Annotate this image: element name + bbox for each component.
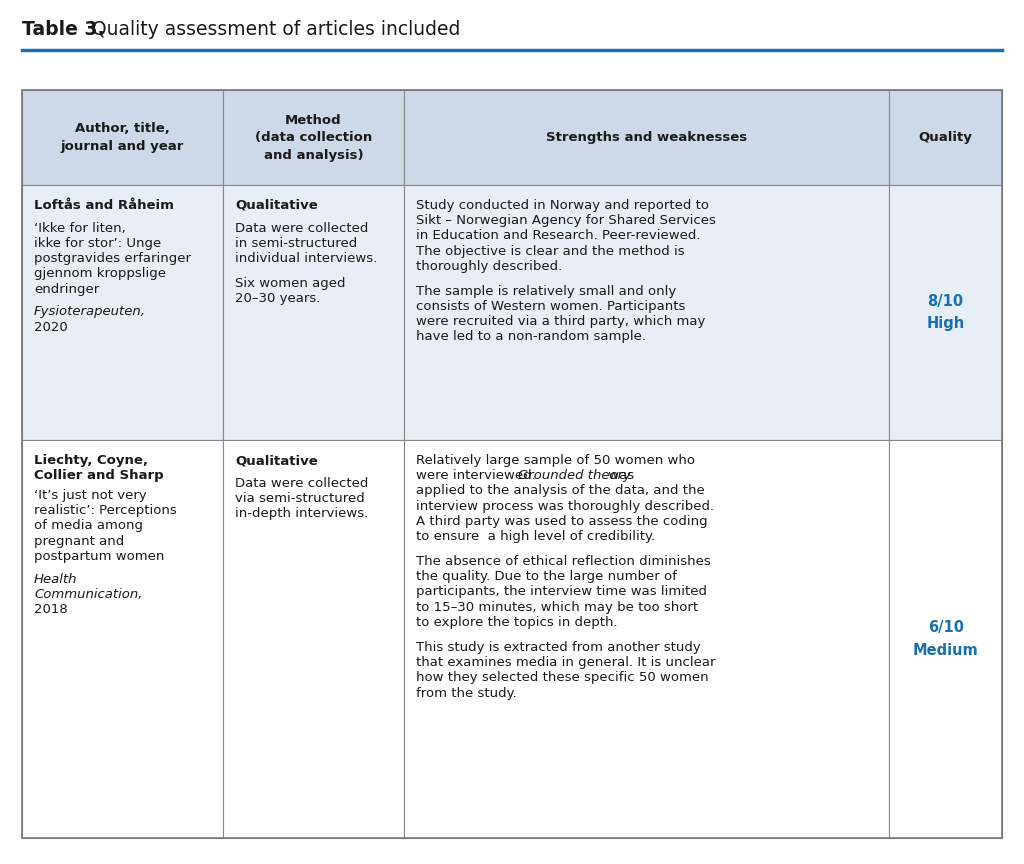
Text: Data were collected: Data were collected <box>234 222 369 235</box>
Bar <box>223 440 404 838</box>
Text: Six women aged: Six women aged <box>234 276 345 289</box>
Text: 2020: 2020 <box>34 321 68 334</box>
Text: gjennom kroppslige: gjennom kroppslige <box>34 267 166 281</box>
Text: postpartum women: postpartum women <box>34 550 165 562</box>
Text: ‘Ikke for liten,: ‘Ikke for liten, <box>34 222 126 235</box>
Bar <box>22 90 1002 838</box>
Text: The absence of ethical reflection diminishes: The absence of ethical reflection dimini… <box>416 555 711 569</box>
Text: have led to a non-random sample.: have led to a non-random sample. <box>416 330 646 344</box>
Text: was: was <box>604 469 634 482</box>
Text: Qualitative: Qualitative <box>234 199 317 212</box>
Text: that examines media in general. It is unclear: that examines media in general. It is un… <box>416 656 716 669</box>
Text: Liechty, Coyne,: Liechty, Coyne, <box>34 454 148 467</box>
Text: Loftås and Råheim: Loftås and Råheim <box>34 199 174 212</box>
Bar <box>404 185 889 440</box>
Text: 2018: 2018 <box>34 603 68 616</box>
Text: to 15–30 minutes, which may be too short: to 15–30 minutes, which may be too short <box>416 600 698 613</box>
Text: endringer: endringer <box>34 283 99 295</box>
Text: to ensure  a high level of credibility.: to ensure a high level of credibility. <box>416 530 655 543</box>
Bar <box>404 440 889 838</box>
Text: Table 3.: Table 3. <box>22 20 104 39</box>
Text: Study conducted in Norway and reported to: Study conducted in Norway and reported t… <box>416 199 710 212</box>
Text: ‘It’s just not very: ‘It’s just not very <box>34 489 146 502</box>
Text: consists of Western women. Participants: consists of Western women. Participants <box>416 300 686 313</box>
Text: of media among: of media among <box>34 519 143 532</box>
Bar <box>889 185 1002 440</box>
Text: interview process was thoroughly described.: interview process was thoroughly describ… <box>416 499 715 512</box>
Text: Quality: Quality <box>919 131 973 144</box>
Text: to explore the topics in depth.: to explore the topics in depth. <box>416 616 617 629</box>
Text: Author, title,
journal and year: Author, title, journal and year <box>60 122 184 153</box>
Text: Qualitative: Qualitative <box>234 454 317 467</box>
Text: Strengths and weaknesses: Strengths and weaknesses <box>546 131 748 144</box>
Text: 6/10
Medium: 6/10 Medium <box>912 620 979 658</box>
Text: the quality. Due to the large number of: the quality. Due to the large number of <box>416 570 677 583</box>
Bar <box>223 185 404 440</box>
Bar <box>22 440 223 838</box>
Text: Sikt – Norwegian Agency for Shared Services: Sikt – Norwegian Agency for Shared Servi… <box>416 214 716 227</box>
Bar <box>22 90 223 185</box>
Text: Communication,: Communication, <box>34 588 142 600</box>
Text: postgravides erfaringer: postgravides erfaringer <box>34 252 191 265</box>
Text: The objective is clear and the method is: The objective is clear and the method is <box>416 245 685 257</box>
Text: Health: Health <box>34 573 78 586</box>
Text: Fysioterapeuten,: Fysioterapeuten, <box>34 305 146 319</box>
Text: Method
(data collection
and analysis): Method (data collection and analysis) <box>255 113 372 162</box>
Text: realistic’: Perceptions: realistic’: Perceptions <box>34 505 177 518</box>
Text: from the study.: from the study. <box>416 687 517 700</box>
Text: pregnant and: pregnant and <box>34 535 124 548</box>
Text: in Education and Research. Peer-reviewed.: in Education and Research. Peer-reviewed… <box>416 230 700 243</box>
Text: Data were collected: Data were collected <box>234 477 369 490</box>
Text: via semi-structured: via semi-structured <box>234 492 365 505</box>
Text: individual interviews.: individual interviews. <box>234 252 377 265</box>
Text: were interviewed.: were interviewed. <box>416 469 541 482</box>
Text: how they selected these specific 50 women: how they selected these specific 50 wome… <box>416 671 709 684</box>
Text: thoroughly described.: thoroughly described. <box>416 260 562 273</box>
Text: This study is extracted from another study: This study is extracted from another stu… <box>416 641 701 654</box>
Text: 20–30 years.: 20–30 years. <box>234 292 321 305</box>
Text: Quality assessment of articles included: Quality assessment of articles included <box>86 20 461 39</box>
Text: were recruited via a third party, which may: were recruited via a third party, which … <box>416 315 706 328</box>
Text: Grounded theory: Grounded theory <box>518 469 631 482</box>
Bar <box>404 90 889 185</box>
Bar <box>22 185 223 440</box>
Text: ikke for stor’: Unge: ikke for stor’: Unge <box>34 237 161 250</box>
Text: Collier and Sharp: Collier and Sharp <box>34 469 164 482</box>
Text: participants, the interview time was limited: participants, the interview time was lim… <box>416 586 708 599</box>
Bar <box>889 440 1002 838</box>
Text: in semi-structured: in semi-structured <box>234 237 357 250</box>
Bar <box>889 90 1002 185</box>
Text: applied to the analysis of the data, and the: applied to the analysis of the data, and… <box>416 485 705 498</box>
Text: The sample is relatively small and only: The sample is relatively small and only <box>416 285 677 298</box>
Bar <box>223 90 404 185</box>
Text: 8/10
High: 8/10 High <box>927 294 965 331</box>
Text: Relatively large sample of 50 women who: Relatively large sample of 50 women who <box>416 454 695 467</box>
Text: A third party was used to assess the coding: A third party was used to assess the cod… <box>416 515 708 528</box>
Text: in-depth interviews.: in-depth interviews. <box>234 507 369 520</box>
